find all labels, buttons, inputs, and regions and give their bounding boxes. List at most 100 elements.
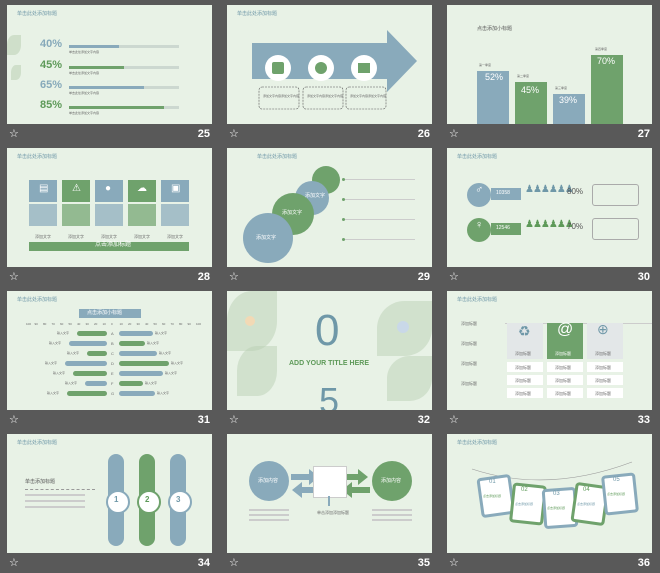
slide-thumb-29[interactable]: 单击此处添加标题 添加文字 添加文字 添加文字 ☆ 29 — [227, 148, 432, 287]
row-label: A — [111, 331, 114, 336]
bar-left — [87, 351, 107, 356]
slide-title: 单击此处添加标题 — [237, 11, 278, 17]
slide-thumb-32[interactable]: 0 ADD YOUR TITLE HERE 5 ☆ 32 — [227, 291, 432, 430]
slide-number: 32 — [417, 414, 430, 426]
bar — [553, 94, 585, 124]
slide-thumb-27[interactable]: 点击添加小标题 52% 45% 39% 70% 第一季度 第二季度 第三季度 第… — [447, 5, 652, 144]
star-icon[interactable]: ☆ — [9, 414, 19, 426]
star-icon[interactable]: ☆ — [449, 414, 459, 426]
banner-text: 点击添加标题 — [95, 242, 132, 248]
input-text: 输入文字 — [147, 341, 160, 345]
input-text: 输入文字 — [65, 381, 78, 385]
exchange-arrows — [291, 469, 370, 498]
bar-right — [119, 381, 143, 386]
bar-left — [85, 381, 107, 386]
input-text: 输入文字 — [171, 361, 184, 365]
slide-thumb-35[interactable]: 添加内容 添加内容 单击添加添加标题 ☆ 35 — [227, 434, 432, 573]
input-text: 输入文字 — [57, 331, 70, 335]
slide-number: 31 — [197, 414, 210, 426]
axis-tick: 70 — [51, 322, 55, 326]
slide-27-canvas: 点击添加小标题 52% 45% 39% 70% 第一季度 第二季度 第三季度 第… — [447, 5, 652, 124]
chart-title: 点击添加小标题 — [477, 26, 513, 32]
slide-number: 27 — [637, 128, 650, 140]
input-text: 输入文字 — [165, 371, 178, 375]
slide-title: 单击此处添加标题 — [457, 297, 498, 303]
input-text: 输入文字 — [155, 331, 168, 335]
slide-26-canvas: 单击此处添加标题 添加文字内容添加文字内容 添加文字内容添加文字内容 添加文字内… — [227, 5, 432, 124]
input-text: 输入文字 — [159, 351, 172, 355]
slide-title: 单击此处添加标题 — [17, 154, 58, 160]
input-text: 输入文字 — [145, 381, 158, 385]
bar-right — [119, 361, 169, 366]
arrow-shape — [252, 30, 417, 110]
slide-number: 33 — [637, 414, 650, 426]
star-icon[interactable]: ☆ — [229, 128, 239, 140]
star-icon[interactable]: ☆ — [229, 271, 239, 283]
axis-tick: 10 — [119, 322, 123, 326]
star-icon[interactable]: ☆ — [449, 271, 459, 283]
slide-title: 单击此处添加标题 — [17, 297, 58, 303]
percent-label: 85% — [40, 99, 63, 111]
slide-number: 28 — [197, 271, 210, 283]
input-text: 输入文字 — [157, 391, 170, 395]
star-icon[interactable]: ☆ — [229, 557, 239, 569]
star-icon[interactable]: ☆ — [449, 557, 459, 569]
slide-number: 26 — [417, 128, 430, 140]
axis-tick: 0 — [111, 322, 113, 326]
axis-tick: 50 — [68, 322, 72, 326]
axis-tick: 50 — [153, 322, 157, 326]
row-label: C — [111, 351, 114, 356]
slide-number: 29 — [417, 271, 430, 283]
person-icon: ♂ — [475, 184, 484, 196]
printer-icon: ▣ — [171, 183, 181, 194]
slide-29-canvas: 单击此处添加标题 添加文字 添加文字 添加文字 — [227, 148, 432, 267]
axis-tick: 20 — [128, 322, 132, 326]
star-icon[interactable]: ☆ — [9, 271, 19, 283]
row-label: B — [111, 341, 114, 346]
slide-31-canvas: 单击此处添加标题 点击添加小标题 100 90 80 70 60 50 40 30 20 10 0 1… — [7, 291, 212, 410]
star-icon[interactable]: ☆ — [9, 128, 19, 140]
slide-title: 单击此处添加标题 — [17, 11, 58, 17]
axis-tick: 60 — [162, 322, 166, 326]
percent-label: 40% — [40, 38, 63, 50]
people-icons: ♟♟♟♟♟♟ — [525, 184, 574, 195]
axis-tick: 100 — [196, 322, 202, 326]
axis-tick: 30 — [136, 322, 140, 326]
slide-thumb-30[interactable]: 单击此处添加标题 ♂ 10358 ♟♟♟♟♟♟ 80% ♀ 12546 ♟♟♟♟… — [447, 148, 652, 287]
slide-25-canvas: 单击此处添加标题 40% 单击此处添加文字内容 45% 单击此处添加文字内容 6… — [7, 5, 212, 124]
doc-icon: ▤ — [39, 183, 49, 194]
slide-thumb-25[interactable]: 单击此处添加标题 40% 单击此处添加文字内容 45% 单击此处添加文字内容 6… — [7, 5, 212, 144]
axis-tick: 80 — [43, 322, 47, 326]
slide-thumb-26[interactable]: 单击此处添加标题 添加文字内容添加文字内容 添加文字内容添加文字内容 添加文字内… — [227, 5, 432, 144]
slide-number: 30 — [637, 271, 650, 283]
slide-thumb-33[interactable]: 单击此处添加标题 添加标题 添加标题 添加标题 添加标题 ♻ @ ⊕ 添加标题 … — [447, 291, 652, 430]
slide-number: 36 — [637, 557, 650, 569]
star-icon[interactable]: ☆ — [9, 557, 19, 569]
slide-thumb-34[interactable]: 单击此处添加标题 单击添加标题 1 2 3 ☆ 34 — [7, 434, 212, 573]
globe-icon: ⊕ — [597, 321, 609, 337]
at-icon: @ — [557, 321, 574, 338]
axis-tick: 70 — [170, 322, 174, 326]
bar-left — [73, 371, 107, 376]
row-label: G — [111, 391, 115, 396]
bar-right — [119, 371, 163, 376]
slide-thumb-28[interactable]: 单击此处添加标题 ▤ ⚠ ● ☁ ▣ 添加文字 添加文字 添加文字 添加文字 添… — [7, 148, 212, 287]
star-icon[interactable]: ☆ — [229, 414, 239, 426]
string-line — [471, 461, 633, 481]
slide-title: 单击此处添加标题 — [457, 440, 498, 446]
bar-right — [119, 351, 157, 356]
bar-left — [67, 391, 107, 396]
axis-tick: 40 — [77, 322, 81, 326]
axis-tick: 60 — [60, 322, 64, 326]
slide-thumb-31[interactable]: 单击此处添加标题 点击添加小标题 100 90 80 70 60 50 40 30 20 10 0 1… — [7, 291, 212, 430]
slide-32-canvas: 0 ADD YOUR TITLE HERE 5 — [227, 291, 432, 410]
headline: ADD YOUR TITLE HERE — [289, 360, 369, 367]
input-text: 输入文字 — [67, 351, 80, 355]
slide-30-canvas: 单击此处添加标题 ♂ 10358 ♟♟♟♟♟♟ 80% ♀ 12546 ♟♟♟♟… — [447, 148, 652, 267]
percent-label: 45% — [40, 59, 63, 71]
axis-tick: 100 — [26, 322, 32, 326]
input-text: 输入文字 — [49, 341, 62, 345]
slide-thumb-36[interactable]: 单击此处添加标题 01 02 03 04 05 点击添加标题 点击添加标题 点击… — [447, 434, 652, 573]
big-number: 0 — [315, 306, 340, 355]
star-icon[interactable]: ☆ — [449, 128, 459, 140]
